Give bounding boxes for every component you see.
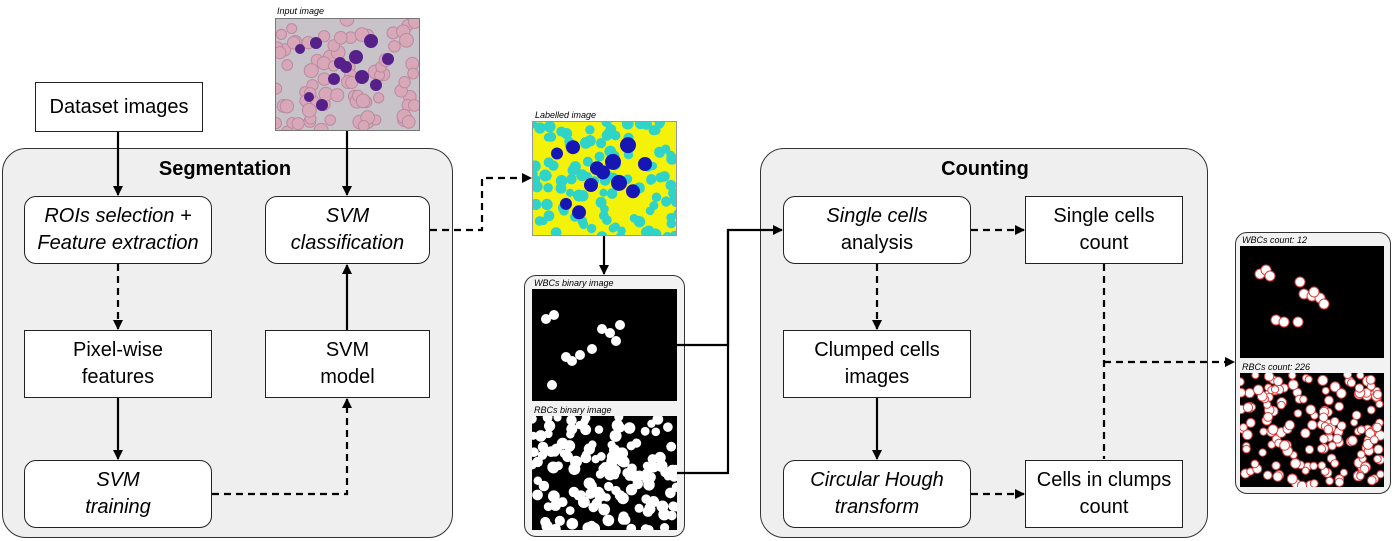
labelled-image <box>532 121 677 236</box>
wbc-binary-image <box>532 289 677 401</box>
arrow-training-to-model <box>212 398 352 496</box>
dataset-images-box: Dataset images <box>35 82 203 132</box>
arrow-classification-to-labelled <box>430 173 532 232</box>
rbc-count-image <box>1240 373 1384 487</box>
svm-model-box: SVM model <box>265 330 430 398</box>
blood-smear-picture <box>276 19 419 130</box>
wbc-binary-label: WBCs binary image <box>534 278 614 288</box>
rois-feature-extraction-box: ROIs selection + Feature extraction <box>24 196 212 264</box>
labelled-image-label: Labelled image <box>535 110 597 120</box>
single-cells-analysis-box: Single cells analysis <box>783 196 971 264</box>
svm-training-box: SVM training <box>24 460 212 528</box>
cells-in-clumps-count-box: Cells in clumps count <box>1025 460 1183 528</box>
input-image <box>275 18 420 131</box>
rbc-count-picture <box>1240 373 1384 487</box>
svm-classification-box: SVM classification <box>265 196 430 264</box>
wbc-count-image <box>1240 246 1384 358</box>
single-cells-count-box: Single cells count <box>1025 196 1183 264</box>
circular-hough-transform-box: Circular Hough transform <box>783 460 971 528</box>
wbc-count-picture <box>1254 264 1330 328</box>
labelled-cells-picture <box>533 122 676 235</box>
counting-title: Counting <box>941 158 1029 180</box>
wbc-count-label: WBCs count: 12 <box>1242 235 1308 245</box>
segmentation-title: Segmentation <box>158 158 292 180</box>
input-image-label: Input image <box>277 6 325 16</box>
wbc-binary-picture <box>541 310 625 390</box>
single-cells-analysis-rest: analysis <box>840 232 914 254</box>
rbc-binary-picture <box>532 416 677 530</box>
rbc-binary-image <box>532 416 677 530</box>
clumped-cells-images-box: Clumped cells images <box>783 330 971 398</box>
rbc-binary-label: RBCs binary image <box>534 405 612 415</box>
pixel-wise-features-box: Pixel-wise features <box>24 330 212 398</box>
single-cells-analysis-italic: Single cells <box>826 205 928 227</box>
line-rbc-binary-to-analysis <box>677 230 730 475</box>
rbc-count-label: RBCs count: 226 <box>1242 362 1311 372</box>
arrow-wbc-binary-to-analysis <box>677 225 783 347</box>
